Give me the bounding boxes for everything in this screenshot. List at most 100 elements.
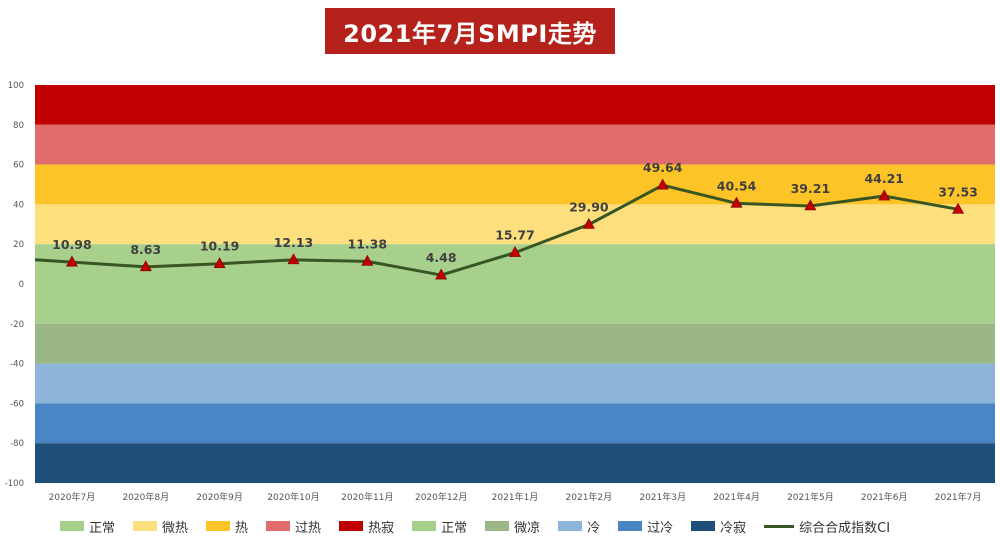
band-8 xyxy=(35,403,995,444)
x-tick-label: 2021年1月 xyxy=(492,491,539,503)
legend-label: 综合合成指数CI xyxy=(799,520,891,536)
data-point-marker xyxy=(656,178,669,190)
x-tick-label: 2021年5月 xyxy=(787,491,834,503)
series-line-ci xyxy=(34,183,959,277)
x-tick-label: 2020年12月 xyxy=(415,491,467,503)
y-tick-label: -40 xyxy=(10,360,24,370)
legend-label: 热寂 xyxy=(368,520,395,536)
y-tick-label: -20 xyxy=(10,320,24,330)
data-label: 12.13 xyxy=(274,235,314,250)
legend-label: 冷 xyxy=(587,520,601,536)
legend-label: 热 xyxy=(235,520,249,536)
chart-title: 2021年7月SMPI走势 xyxy=(325,8,615,54)
band-1 xyxy=(35,124,995,165)
band-7 xyxy=(35,363,995,404)
legend-item: 过热 xyxy=(266,517,321,536)
data-label-layer: 10.98 8.63 10.19 12.13 11.38 4.48 15.77 29.90 49… xyxy=(52,160,978,265)
x-axis-ticks: 2020年7月 2020年8月 2020年9月 2020年10月 2020年11月 202… xyxy=(49,491,982,503)
y-tick-label: 40 xyxy=(13,200,24,210)
legend-item: 冷 xyxy=(558,517,600,536)
y-tick-label: 80 xyxy=(13,121,24,131)
legend-item: 微热 xyxy=(133,517,188,536)
data-point-marker xyxy=(804,199,817,211)
legend-item: 热寂 xyxy=(339,517,394,536)
data-label: 39.21 xyxy=(791,181,831,196)
band-0 xyxy=(35,85,995,125)
data-point-marker xyxy=(139,260,152,272)
data-label: 4.48 xyxy=(426,250,457,265)
data-label: 44.21 xyxy=(864,171,904,186)
y-tick-label: 100 xyxy=(8,81,24,91)
legend-swatch xyxy=(206,521,231,531)
legend-swatch xyxy=(266,521,291,531)
x-tick-label: 2021年6月 xyxy=(861,491,908,503)
data-point-marker xyxy=(213,257,226,269)
band-3 xyxy=(35,204,995,245)
legend-label: 正常 xyxy=(441,520,468,536)
data-point-marker xyxy=(287,253,300,265)
legend-label: 正常 xyxy=(89,520,116,536)
band-9 xyxy=(35,443,995,483)
legend-swatch xyxy=(412,521,437,531)
y-tick-label: 20 xyxy=(13,240,24,250)
legend-swatch xyxy=(485,521,510,531)
chart-legend: 正常 微热 热 过热 热寂 正常 微凉 冷 过冷 冷寂 综合合成指数CI xyxy=(60,516,980,536)
y-tick-label: -100 xyxy=(5,479,24,489)
x-tick-label: 2020年10月 xyxy=(267,491,319,503)
x-tick-label: 2020年8月 xyxy=(122,491,169,503)
data-label: 29.90 xyxy=(569,199,609,214)
x-tick-label: 2020年7月 xyxy=(49,491,96,503)
data-label: 10.19 xyxy=(200,239,240,254)
x-tick-label: 2021年3月 xyxy=(639,491,686,503)
series-layer xyxy=(34,183,959,277)
legend-item: 综合合成指数CI xyxy=(764,517,890,536)
legend-label: 冷寂 xyxy=(720,520,747,536)
data-label: 40.54 xyxy=(717,178,757,193)
legend-item: 正常 xyxy=(412,517,467,536)
y-tick-label: -80 xyxy=(10,439,24,449)
legend-label: 微凉 xyxy=(514,520,541,536)
legend-item: 微凉 xyxy=(485,517,540,536)
legend-swatch xyxy=(133,521,158,531)
y-axis-ticks: 100 80 60 40 20 0 -20 -40 -60 -80 -100 xyxy=(5,81,24,489)
legend-item: 热 xyxy=(206,517,248,536)
y-tick-label: 0 xyxy=(19,280,24,290)
data-label: 37.53 xyxy=(938,184,978,199)
data-label: 11.38 xyxy=(348,236,388,251)
y-tick-label: -60 xyxy=(10,399,24,409)
data-point-marker xyxy=(730,196,743,208)
legend-item: 过冷 xyxy=(618,517,673,536)
legend-swatch xyxy=(691,521,716,531)
band-6 xyxy=(35,323,995,364)
x-tick-label: 2021年7月 xyxy=(935,491,982,503)
band-5 xyxy=(35,284,995,324)
legend-label: 过热 xyxy=(295,520,322,536)
x-tick-label: 2020年11月 xyxy=(341,491,393,503)
data-label: 15.77 xyxy=(495,228,535,243)
legend-swatch xyxy=(764,524,795,528)
x-tick-label: 2021年4月 xyxy=(713,491,760,503)
legend-label: 过冷 xyxy=(647,520,674,536)
legend-swatch xyxy=(558,521,583,531)
data-point-marker xyxy=(878,189,891,201)
y-tick-label: 60 xyxy=(13,161,24,171)
marker-layer xyxy=(65,178,965,280)
x-tick-label: 2020年9月 xyxy=(196,491,243,503)
data-label: 49.64 xyxy=(643,160,683,175)
data-point-marker xyxy=(508,245,522,257)
band-2 xyxy=(35,164,995,205)
legend-swatch xyxy=(60,521,84,531)
data-point-marker xyxy=(65,255,78,267)
data-point-marker xyxy=(952,202,965,214)
legend-item: 正常 xyxy=(60,517,115,536)
data-point-marker xyxy=(582,217,595,229)
legend-label: 微热 xyxy=(162,520,189,536)
legend-swatch xyxy=(618,521,643,531)
data-point-marker xyxy=(361,254,374,266)
data-label: 10.98 xyxy=(52,237,92,252)
legend-swatch xyxy=(339,521,364,531)
legend-item: 冷寂 xyxy=(691,517,746,536)
data-label: 8.63 xyxy=(130,242,161,257)
data-point-marker xyxy=(435,268,448,280)
